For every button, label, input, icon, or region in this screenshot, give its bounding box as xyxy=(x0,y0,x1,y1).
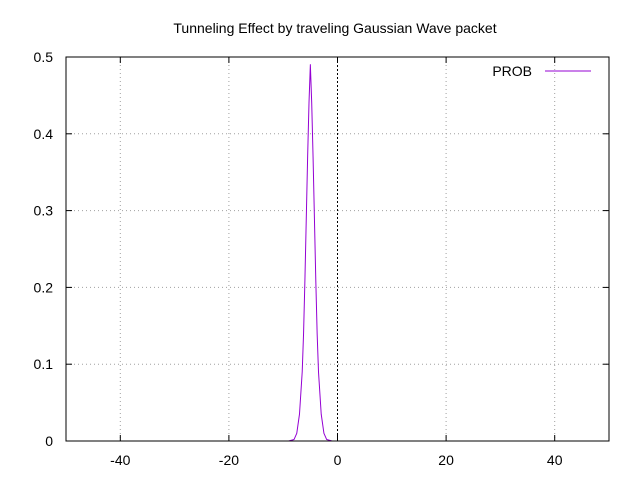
y-tick-label: 0 xyxy=(45,433,53,449)
chart-title: Tunneling Effect by traveling Gaussian W… xyxy=(173,20,496,36)
legend: PROB xyxy=(492,63,591,79)
y-tick-label: 0.4 xyxy=(34,126,54,142)
x-tick-label: 40 xyxy=(547,452,563,468)
x-tick-label: 0 xyxy=(334,452,342,468)
x-tick-label: 20 xyxy=(438,452,454,468)
y-tick-label: 0.1 xyxy=(34,356,54,372)
x-tick-label: -20 xyxy=(219,452,239,468)
y-tick-label: 0.5 xyxy=(34,49,54,65)
grid xyxy=(66,57,609,441)
axis-ticks: -40 -20 0 20 40 0 0.1 0.2 0.3 0.4 0.5 xyxy=(34,49,609,468)
x-tick-label: -40 xyxy=(110,452,130,468)
y-tick-label: 0.3 xyxy=(34,203,54,219)
series-line-prob xyxy=(288,64,588,442)
legend-label: PROB xyxy=(492,63,532,79)
y-tick-label: 0.2 xyxy=(34,279,54,295)
series-layer xyxy=(288,64,588,442)
